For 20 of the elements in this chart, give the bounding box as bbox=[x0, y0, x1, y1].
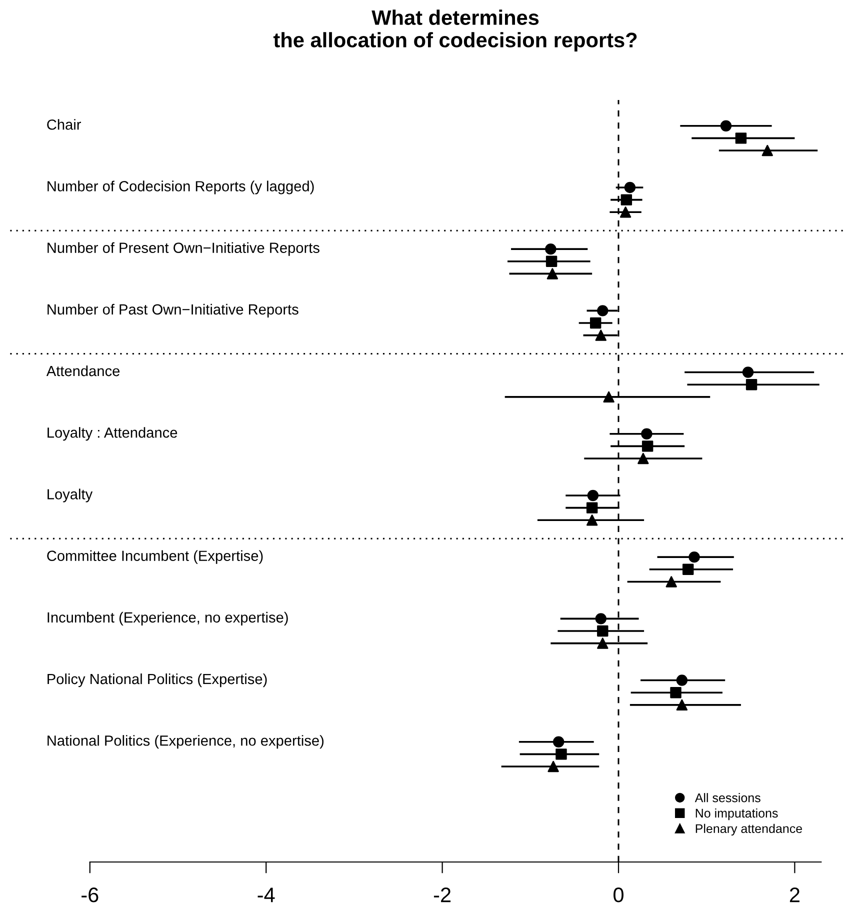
x-tick-label: -4 bbox=[258, 888, 275, 902]
legend-label: All sessions bbox=[694, 793, 760, 802]
x-tick-label: 0 bbox=[614, 888, 624, 902]
y-tick-label: Chair bbox=[47, 119, 81, 130]
x-tick-label: -2 bbox=[434, 888, 451, 902]
legend-label: No imputations bbox=[696, 808, 778, 820]
y-tick-label: Attendance bbox=[46, 365, 120, 376]
x-tick-label: 2 bbox=[790, 888, 800, 902]
y-tick-label: Loyalty : Attendance bbox=[48, 427, 178, 441]
legend-label: Plenary attendance bbox=[696, 824, 802, 836]
y-tick-label: Number of Present Own−Initiative Reports bbox=[48, 242, 320, 256]
y-tick-label: Number of Codecision Reports (y lagged) bbox=[48, 180, 314, 194]
y-tick-label: National Politics (Experience, no expertise) bbox=[48, 735, 324, 749]
chart-title: What determines the allocation of codecision reports? bbox=[273, 10, 637, 52]
y-tick-label: Loyalty bbox=[48, 488, 93, 502]
y-tick-label: Incumbent (Experience, no expertise) bbox=[48, 612, 288, 626]
y-tick-label: Policy National Politics (Expertise) bbox=[48, 673, 267, 688]
y-tick-label: Number of Past Own−Initiative Reports bbox=[48, 304, 298, 318]
x-tick-label: -6 bbox=[82, 888, 98, 902]
y-tick-label: Committee Incumbent (Expertise) bbox=[47, 550, 263, 564]
